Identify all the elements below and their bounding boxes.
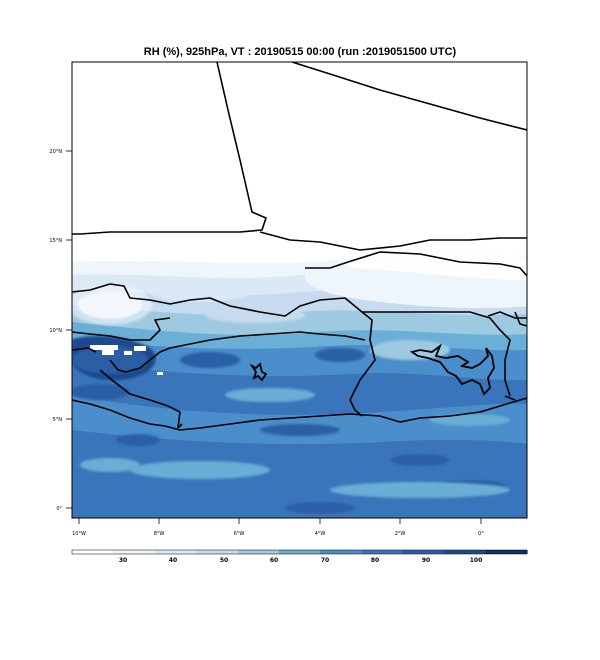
colorbar-label-80: 80 xyxy=(371,557,379,564)
colorbar-cell xyxy=(320,550,363,554)
colorbar-label-90: 90 xyxy=(422,557,430,564)
colorbar-cell xyxy=(361,550,404,554)
colorbar-label-40: 40 xyxy=(169,557,177,564)
lon-label-8w: 8°W xyxy=(154,531,165,537)
lon-label-2w: 2°W xyxy=(395,531,406,537)
lat-label-10n: 10°N xyxy=(49,328,62,334)
map-title: RH (%), 925hPa, VT : 20190515 00:00 (run… xyxy=(143,46,457,58)
colorbar-cell xyxy=(444,550,487,554)
colorbar-label-50: 50 xyxy=(220,557,228,564)
lat-label-5n: 5°N xyxy=(53,417,63,423)
lat-label-0: 0° xyxy=(56,506,62,512)
colorbar: 30 40 50 60 70 80 90 100 xyxy=(71,549,528,564)
country-boundaries xyxy=(72,62,527,431)
rh-field xyxy=(72,62,527,518)
colorbar-label-60: 60 xyxy=(270,557,278,564)
lon-label-6w: 6°W xyxy=(234,531,245,537)
colorbar-cell xyxy=(237,550,280,554)
colorbar-label-100: 100 xyxy=(470,557,483,564)
lake-outlines xyxy=(249,343,495,396)
lat-label-15n: 15°N xyxy=(49,238,62,244)
lon-label-4w: 4°W xyxy=(315,531,326,537)
colorbar-cell xyxy=(278,550,321,554)
colorbar-cell xyxy=(154,550,197,554)
lat-label-20n: 20°N xyxy=(49,149,62,155)
lon-label-0: 0° xyxy=(478,531,484,537)
colorbar-cell xyxy=(196,550,238,554)
colorbar-cell xyxy=(72,550,114,554)
colorbar-cell xyxy=(113,550,156,554)
lon-label-10w: 10°W xyxy=(72,531,86,537)
colorbar-cell xyxy=(402,550,445,554)
colorbar-label-70: 70 xyxy=(321,557,329,564)
colorbar-frame xyxy=(71,549,528,555)
lon-axis: 10°W 8°W 6°W 4°W 2°W 0° xyxy=(72,518,484,537)
colorbar-cell xyxy=(485,550,528,554)
colorbar-label-30: 30 xyxy=(119,557,127,564)
map-frame xyxy=(71,61,528,519)
lat-axis: 0° 5°N 10°N 15°N 20°N xyxy=(49,149,72,512)
